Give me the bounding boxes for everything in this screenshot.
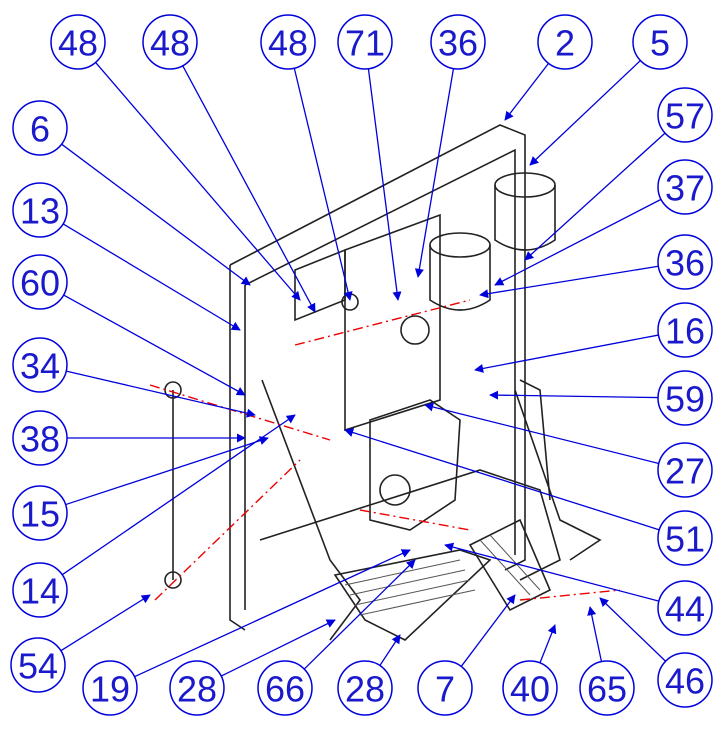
leader-line	[380, 635, 400, 665]
callout-label: 16	[665, 311, 705, 352]
callout-label: 6	[30, 109, 50, 150]
leader-line	[475, 335, 658, 370]
callout-label: 51	[665, 519, 705, 560]
leader-line	[96, 62, 300, 300]
callout-label: 59	[665, 379, 705, 420]
leader-line	[183, 66, 315, 312]
callout-label: 48	[268, 23, 308, 64]
callout-label: 28	[345, 669, 385, 710]
leader-line	[418, 69, 453, 277]
leader-line	[304, 560, 415, 669]
callouts: 48 48 48 71 36 2 5 6 13 60 34 38 15 14 57 37 36 16 59 27 51 4…	[11, 15, 712, 715]
callout-label: 37	[665, 168, 705, 209]
leader-line	[540, 625, 555, 663]
diagram: 48 48 48 71 36 2 5 6 13 60 34 38 15 14 57 37 36 16 59 27 51 4…	[0, 0, 723, 743]
leader-line	[368, 69, 398, 300]
callout-label: 66	[265, 669, 305, 710]
leader-line	[600, 598, 666, 661]
callout-label: 71	[345, 23, 385, 64]
callout-label: 65	[587, 669, 627, 710]
callout-label: 44	[665, 589, 705, 630]
callout-label: 13	[20, 191, 60, 232]
callout-label: 27	[665, 451, 705, 492]
leader-line	[505, 63, 549, 120]
callout-label: 15	[20, 494, 60, 535]
callout-label: 48	[58, 23, 98, 64]
callout-label: 57	[665, 96, 705, 137]
leader-line	[345, 430, 659, 530]
callout-label: 14	[20, 571, 60, 612]
leader-line	[63, 224, 240, 330]
leader-line	[294, 68, 350, 300]
callout-label: 38	[20, 419, 60, 460]
leader-line	[66, 438, 268, 505]
callout-label: 36	[438, 23, 478, 64]
callout-label: 5	[650, 23, 670, 64]
callout-label: 48	[150, 23, 190, 64]
callout-label: 46	[665, 661, 705, 702]
callout-label: 19	[90, 669, 130, 710]
leader-line	[461, 595, 515, 666]
callout-label: 2	[555, 23, 575, 64]
callout-label: 40	[510, 669, 550, 710]
callout-label: 28	[177, 669, 217, 710]
callout-label: 60	[20, 263, 60, 304]
callout-label: 7	[435, 669, 455, 710]
leader-line	[530, 61, 640, 165]
callout-label: 34	[20, 346, 60, 387]
leader-line	[64, 295, 245, 395]
leader-line	[590, 607, 601, 662]
leader-line	[62, 144, 250, 285]
leader-line	[61, 595, 150, 651]
callout-label: 36	[665, 243, 705, 284]
leader-line	[480, 266, 658, 295]
leader-line	[66, 371, 255, 415]
leader-line	[525, 133, 665, 260]
callout-label: 54	[18, 646, 58, 687]
